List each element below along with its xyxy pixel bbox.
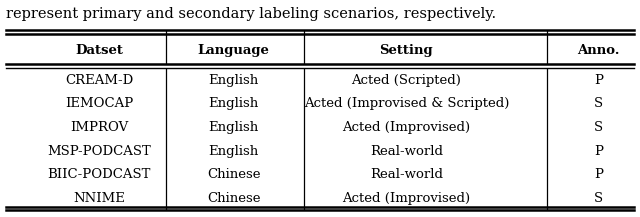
- Text: P: P: [594, 168, 603, 181]
- Text: IEMOCAP: IEMOCAP: [65, 97, 133, 110]
- Text: English: English: [209, 121, 259, 134]
- Text: IMPROV: IMPROV: [70, 121, 129, 134]
- Text: BIIC-PODCAST: BIIC-PODCAST: [47, 168, 151, 181]
- Text: Real-world: Real-world: [370, 145, 443, 158]
- Text: P: P: [594, 74, 603, 87]
- Text: English: English: [209, 145, 259, 158]
- Text: English: English: [209, 97, 259, 110]
- Text: Acted (Scripted): Acted (Scripted): [351, 74, 461, 87]
- Text: NNIME: NNIME: [73, 192, 125, 205]
- Text: represent primary and secondary labeling scenarios, respectively.: represent primary and secondary labeling…: [6, 7, 497, 21]
- Text: English: English: [209, 74, 259, 87]
- Text: Real-world: Real-world: [370, 168, 443, 181]
- Text: P: P: [594, 145, 603, 158]
- Text: S: S: [594, 97, 603, 110]
- Text: Setting: Setting: [380, 44, 433, 58]
- Text: Acted (Improvised & Scripted): Acted (Improvised & Scripted): [304, 97, 509, 110]
- Text: S: S: [594, 121, 603, 134]
- Text: Acted (Improvised): Acted (Improvised): [342, 192, 470, 205]
- Text: S: S: [594, 192, 603, 205]
- Text: Chinese: Chinese: [207, 192, 260, 205]
- Text: MSP-PODCAST: MSP-PODCAST: [47, 145, 151, 158]
- Text: Acted (Improvised): Acted (Improvised): [342, 121, 470, 134]
- Text: CREAM-D: CREAM-D: [65, 74, 133, 87]
- Text: Datset: Datset: [76, 44, 123, 58]
- Text: Language: Language: [198, 44, 269, 58]
- Text: Anno.: Anno.: [577, 44, 620, 58]
- Text: Chinese: Chinese: [207, 168, 260, 181]
